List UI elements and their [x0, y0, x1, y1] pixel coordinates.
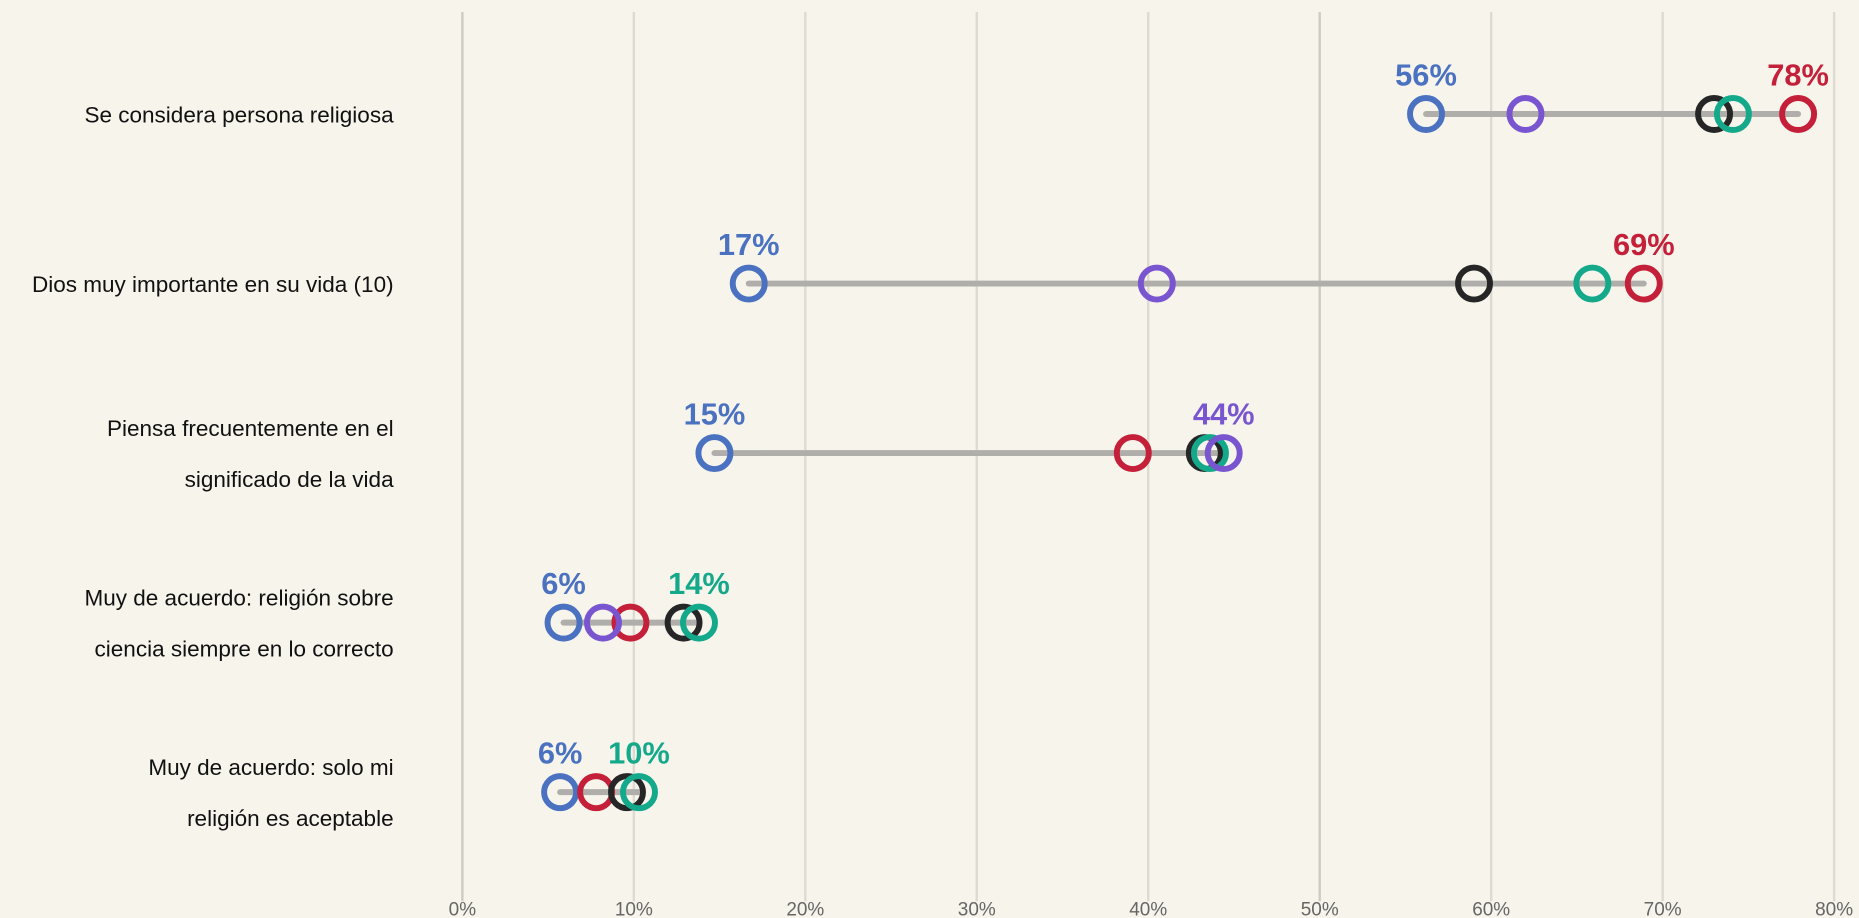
dot	[1713, 95, 1752, 133]
dot	[544, 603, 583, 642]
dot	[1779, 95, 1818, 133]
dot	[620, 773, 658, 812]
category-line: Muy de acuerdo: solo mi	[148, 755, 393, 780]
dot	[541, 773, 580, 812]
dot	[1624, 264, 1663, 303]
x-tick-label: 50%	[1301, 899, 1339, 918]
dot	[1506, 95, 1545, 133]
dot	[611, 603, 650, 642]
dot	[680, 603, 718, 642]
value-label: 6%	[541, 566, 586, 601]
dot	[664, 603, 703, 642]
category-line: religión es aceptable	[187, 806, 394, 831]
x-tick-label: 20%	[786, 899, 824, 918]
dot	[1204, 434, 1243, 473]
x-tick-label: 70%	[1644, 899, 1682, 918]
category-label: Se considera persona religiosa	[84, 102, 394, 127]
dot	[1113, 434, 1152, 473]
category-line: Muy de acuerdo: religión sobre	[84, 585, 393, 610]
value-label: 10%	[608, 736, 670, 771]
value-label: 44%	[1193, 397, 1255, 432]
dot	[608, 773, 646, 812]
category-line: Dios muy importante en su vida (10)	[32, 272, 394, 297]
value-label: 14%	[668, 566, 730, 601]
value-label: 17%	[718, 227, 780, 262]
category-label: Muy de acuerdo: religión sobre ciencia si…	[84, 585, 393, 661]
category-line: Piensa frecuentemente en el	[107, 416, 394, 441]
x-tick-label: 30%	[958, 899, 996, 918]
category-label: Muy de acuerdo: solo mi religión es acept…	[148, 755, 393, 831]
category-line: ciencia siempre en lo correcto	[95, 636, 394, 661]
x-tick-label: 10%	[615, 899, 653, 918]
x-tick-label: 80%	[1815, 899, 1853, 918]
category-line: significado de la vida	[185, 467, 395, 492]
category-line: Se considera persona religiosa	[84, 102, 394, 127]
category-label: Dios muy importante en su vida (10)	[32, 272, 394, 297]
value-label: 56%	[1395, 58, 1457, 93]
dot	[729, 264, 768, 303]
value-label: 69%	[1613, 227, 1675, 262]
dot	[1573, 264, 1612, 303]
value-label: 78%	[1767, 58, 1829, 93]
dot	[1407, 95, 1445, 133]
dot	[584, 603, 622, 642]
x-tick-label: 40%	[1129, 899, 1167, 918]
dot	[1137, 264, 1176, 303]
dot	[1455, 264, 1493, 303]
category-label: Piensa frecuentemente en el significado d…	[107, 416, 394, 492]
x-tick-label: 60%	[1472, 899, 1510, 918]
dot	[695, 434, 734, 473]
dot	[1695, 95, 1734, 133]
value-label: 6%	[538, 736, 583, 771]
x-tick-label: 0%	[449, 899, 477, 918]
value-label: 15%	[684, 397, 746, 432]
dot	[1190, 434, 1229, 473]
